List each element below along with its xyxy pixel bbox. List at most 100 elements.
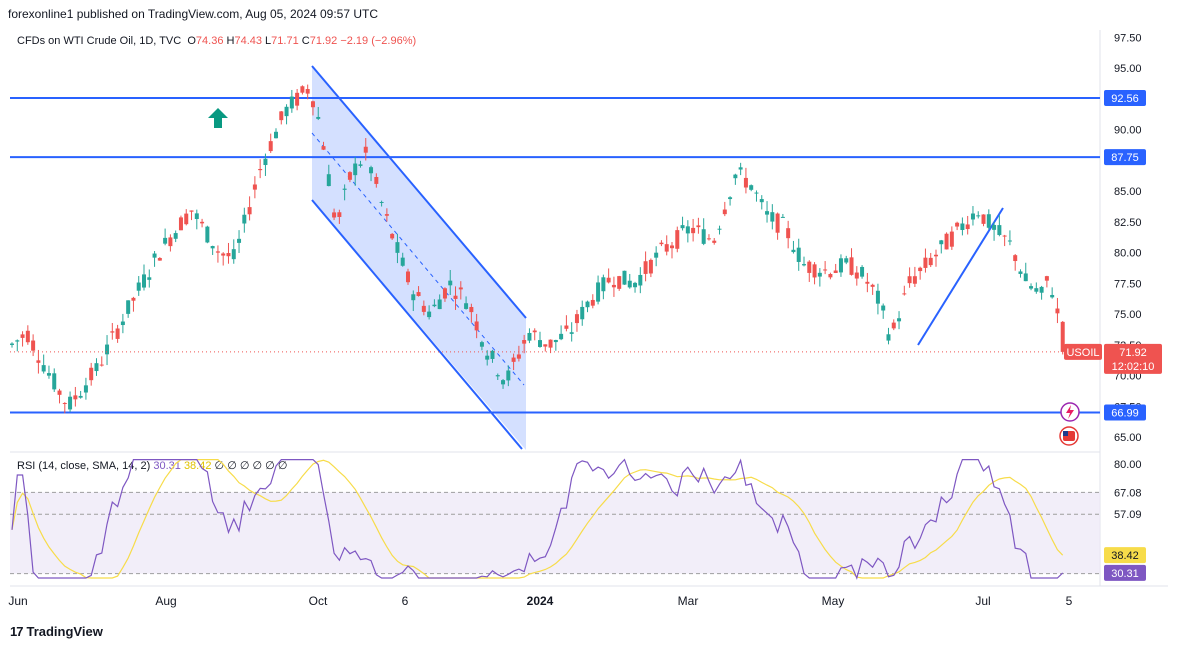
candle-body <box>611 284 616 288</box>
candle-body <box>759 199 764 203</box>
candle-body <box>685 226 690 234</box>
candle-body <box>516 354 521 359</box>
candle-body <box>659 242 664 245</box>
price-tick-label: 77.50 <box>1114 278 1142 290</box>
candle-body <box>986 214 991 228</box>
symbol-tag-bg <box>1064 343 1102 360</box>
candle-body <box>596 282 601 302</box>
candle-body <box>479 342 484 347</box>
symbol-title[interactable]: CFDs on WTI Crude Oil, 1D, TVC <box>17 35 182 47</box>
candle-body <box>15 340 20 342</box>
candle-body <box>580 306 585 320</box>
candle-body <box>791 249 796 253</box>
candle-body <box>976 215 981 217</box>
candle-body <box>617 276 622 289</box>
candle-body <box>601 277 606 292</box>
candle-body <box>970 213 975 220</box>
candle-body <box>432 304 437 307</box>
candle-body <box>453 295 458 299</box>
level-tag-bg <box>1104 149 1146 166</box>
candle-body <box>274 131 278 139</box>
price-tick-label: 95.00 <box>1114 63 1142 75</box>
candle-body <box>997 225 1002 235</box>
empty-value-4: ∅ <box>252 460 263 472</box>
candle-body <box>590 299 595 306</box>
candle-body <box>559 333 564 340</box>
candle-body <box>62 403 67 405</box>
candle-body <box>474 321 479 331</box>
time-axis-label: Jun <box>8 594 27 608</box>
candle-body <box>437 299 442 310</box>
footer-brand: TradingView <box>26 624 103 639</box>
rsi-value-tag: 30.31 <box>1111 568 1139 580</box>
candle-body <box>633 282 638 288</box>
price-tick-label: 90.00 <box>1114 125 1142 137</box>
candle-body <box>949 231 954 247</box>
candle-body <box>955 222 960 227</box>
lightning-icon <box>1066 405 1074 419</box>
candle-body <box>780 216 785 218</box>
candle-body <box>638 274 643 286</box>
tradingview-footer[interactable]: 17 TradingView <box>10 624 103 639</box>
candle-body <box>242 214 247 224</box>
candle-body <box>849 257 854 275</box>
open-value: 74.36 <box>195 35 224 47</box>
time-axis-label: 5 <box>1066 594 1073 608</box>
candle-body <box>126 300 131 314</box>
candle-body <box>965 224 970 230</box>
candle-body <box>569 332 574 334</box>
candle-body <box>448 280 453 286</box>
rsi-line <box>11 458 1064 580</box>
candle-body <box>706 238 711 240</box>
candle-body <box>886 334 891 341</box>
candle-body <box>675 230 680 249</box>
channel-upper-line <box>311 65 527 319</box>
time-axis-label: Oct <box>309 594 328 608</box>
candle-body <box>823 269 828 271</box>
candle-body <box>406 271 410 283</box>
candle-body <box>1018 271 1023 274</box>
candle-body <box>458 287 463 290</box>
candle-body <box>194 213 199 220</box>
candle-body <box>1044 276 1049 281</box>
candle-body <box>643 261 648 274</box>
candle-body <box>532 330 537 333</box>
candle-body <box>1029 286 1034 289</box>
level-tag-label: 92.56 <box>1111 93 1139 105</box>
candle-body <box>400 257 405 266</box>
candle-body <box>300 86 305 93</box>
price-tick-label: 85.00 <box>1114 186 1142 198</box>
candle-body <box>152 253 157 258</box>
publish-info: forexonline1 published on TradingView.co… <box>8 7 379 21</box>
candle-body <box>326 174 331 187</box>
candle-body <box>817 272 822 277</box>
candle-body <box>131 297 136 301</box>
candle-body <box>838 258 843 273</box>
candle-body <box>670 245 674 249</box>
candle-body <box>237 238 242 243</box>
candle-body <box>295 92 300 106</box>
rsi-tick-label: 80.00 <box>1114 459 1142 471</box>
candle-body <box>442 288 447 299</box>
candle-body <box>353 163 358 176</box>
candle-body <box>200 221 205 224</box>
candle-body <box>105 344 110 355</box>
ascending-trendline <box>917 207 1004 346</box>
candle-body <box>912 276 917 284</box>
descending-channel-fill <box>312 66 526 450</box>
candle-body <box>717 228 722 230</box>
tradingview-logo-icon: 17 <box>10 624 24 639</box>
candle-body <box>992 224 997 230</box>
candle-body <box>743 177 748 188</box>
candle-body <box>812 264 817 278</box>
rsi-label[interactable]: RSI (14, close, SMA, 14, 2) <box>17 460 151 472</box>
candle-body <box>875 290 880 304</box>
low-value: 71.71 <box>271 35 299 47</box>
candle-body <box>205 226 210 243</box>
price-tag-bg <box>1104 343 1162 374</box>
candle-body <box>548 339 553 348</box>
candle-body <box>506 370 511 381</box>
close-value: 71.92 <box>309 35 338 47</box>
candle-body <box>891 322 896 329</box>
